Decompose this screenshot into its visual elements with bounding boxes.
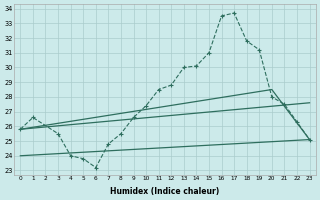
X-axis label: Humidex (Indice chaleur): Humidex (Indice chaleur): [110, 187, 220, 196]
